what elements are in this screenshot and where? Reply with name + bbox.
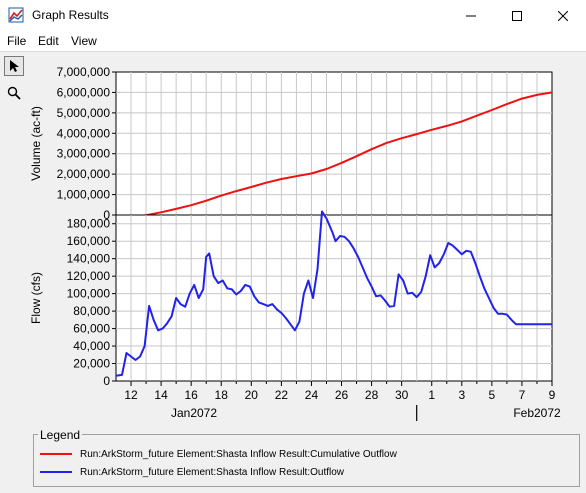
menu-view[interactable]: View (71, 34, 97, 48)
flow-y-tick-label: 120,000 (67, 269, 111, 283)
x-tick-label: 24 (305, 388, 319, 402)
flow-y-tick-label: 100,000 (67, 287, 111, 301)
minimize-button[interactable] (448, 0, 494, 31)
maximize-icon (512, 10, 522, 21)
close-button[interactable] (540, 0, 586, 31)
flow-y-tick-label: 40,000 (73, 339, 110, 353)
minimize-icon (466, 15, 476, 16)
month-label-jan: Jan2072 (171, 406, 217, 420)
volume-y-tick-label: 3,000,000 (57, 147, 111, 161)
menu-edit[interactable]: Edit (38, 34, 59, 48)
x-tick-label: 22 (275, 388, 289, 402)
volume-y-tick-label: 7,000,000 (57, 65, 111, 79)
legend-box (33, 434, 580, 487)
month-label-feb: Feb2072 (513, 406, 561, 420)
volume-y-tick-label: 2,000,000 (57, 167, 111, 181)
x-tick-label: 18 (215, 388, 229, 402)
menu-separator (0, 51, 586, 52)
window-title: Graph Results (32, 8, 109, 22)
flow-y-tick-label: 180,000 (67, 217, 111, 231)
x-tick-label: 5 (489, 388, 496, 402)
flow-y-tick-label: 20,000 (73, 357, 110, 371)
app-icon (8, 7, 24, 23)
title-bar: Graph Results (0, 0, 586, 31)
x-tick-label: 12 (124, 388, 138, 402)
magnifier-icon (7, 86, 21, 100)
menu-bar: File Edit View (0, 31, 586, 51)
volume-y-axis-label: Volume (ac-ft) (29, 106, 43, 181)
x-tick-label: 1 (428, 388, 435, 402)
flow-y-axis-label: Flow (cfs) (29, 272, 43, 324)
x-tick-label: 16 (184, 388, 198, 402)
flow-y-tick-label: 80,000 (73, 304, 110, 318)
pointer-icon (10, 60, 19, 72)
x-tick-label: 9 (549, 388, 556, 402)
menu-file[interactable]: File (7, 34, 27, 48)
x-tick-label: 14 (154, 388, 168, 402)
x-tick-label: 3 (458, 388, 465, 402)
x-tick-label: 20 (245, 388, 259, 402)
close-icon (558, 10, 568, 21)
volume-y-tick-label: 1,000,000 (57, 188, 111, 202)
flow-y-tick-label: 0 (103, 374, 110, 388)
volume-series-line (115, 91, 553, 220)
flow-y-tick-label: 160,000 (67, 234, 111, 248)
x-tick-label: 28 (365, 388, 379, 402)
flow-y-tick-label: 60,000 (73, 322, 110, 336)
zoom-tool-button[interactable] (4, 83, 24, 103)
graph-area[interactable]: 0 1,000,000 2,000,000 3,000,000 4,000,000 5,0… (0, 52, 586, 432)
volume-y-tick-label: 4,000,000 (57, 126, 111, 140)
flow-y-tick-label: 140,000 (67, 252, 111, 266)
pointer-tool-button[interactable] (4, 56, 24, 76)
x-tick-label: 26 (335, 388, 349, 402)
volume-y-tick-label: 5,000,000 (57, 106, 111, 120)
legend-swatch-red (40, 453, 72, 455)
legend-label-outflow: Run:ArkStorm_future Element:Shasta Inflo… (80, 466, 345, 478)
flow-series-line (115, 210, 552, 377)
legend-item-cumulative: Run:ArkStorm_future Element:Shasta Inflo… (40, 447, 397, 461)
x-tick-label: 30 (395, 388, 409, 402)
legend-item-outflow: Run:ArkStorm_future Element:Shasta Inflo… (40, 465, 344, 479)
volume-y-tick-label: 0 (103, 208, 110, 222)
legend-label-cumulative: Run:ArkStorm_future Element:Shasta Inflo… (80, 448, 397, 460)
legend-swatch-blue (40, 471, 72, 473)
volume-plot-frame (115, 71, 553, 216)
legend-title: Legend (38, 428, 83, 442)
x-tick-label: 7 (519, 388, 526, 402)
volume-y-tick-label: 6,000,000 (57, 85, 111, 99)
maximize-button[interactable] (494, 0, 540, 31)
